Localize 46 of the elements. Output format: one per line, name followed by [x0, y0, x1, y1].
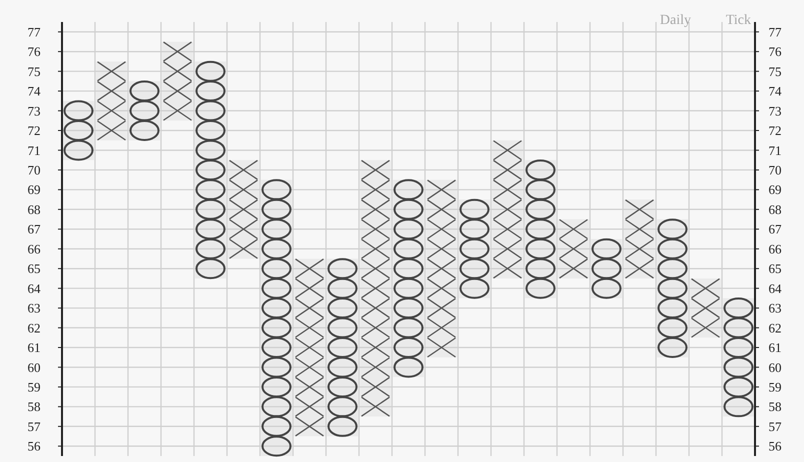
y-tick-label: 57 — [28, 418, 41, 434]
annotation: Daily — [660, 13, 691, 28]
y-tick-label: 58 — [28, 399, 40, 414]
y-tick-label: 73 — [28, 103, 40, 118]
y2-tick-label: 62 — [768, 320, 782, 336]
y2-tick-label: 56 — [768, 438, 782, 454]
y-tick-label: 60 — [28, 360, 40, 375]
y2-tick-label: 73 — [768, 103, 782, 118]
y2-tick-label: 75 — [768, 64, 782, 79]
y-tick-label: 61 — [28, 340, 40, 356]
y-tick-label: 71 — [28, 142, 40, 158]
y2-tick-label: 70 — [768, 162, 782, 178]
y2-tick-label: 71 — [768, 142, 782, 158]
y2-tick-label: 59 — [768, 380, 782, 395]
y-tick-label: 62 — [28, 320, 40, 336]
y2-tick-label: 76 — [768, 44, 782, 60]
y2-tick-label: 69 — [768, 182, 782, 198]
y2-tick-label: 77 — [768, 24, 782, 40]
y-tick-label: 66 — [28, 241, 41, 256]
y-tick-label: 65 — [28, 261, 40, 276]
y2-tick-label: 65 — [768, 261, 782, 276]
y-tick-label: 72 — [28, 123, 40, 138]
y-tick-label: 68 — [28, 202, 40, 217]
y-tick-label: 69 — [28, 182, 40, 198]
y2-tick-label: 67 — [768, 222, 782, 237]
y2-tick-label: 58 — [768, 399, 782, 414]
y2-tick-label: 74 — [768, 84, 782, 99]
y-tick-label: 63 — [28, 300, 40, 316]
y-tick-label: 56 — [28, 438, 41, 454]
y2-tick-label: 72 — [768, 123, 782, 138]
y2-tick-label: 63 — [768, 300, 782, 316]
y2-tick-label: 60 — [768, 360, 782, 375]
y-tick-label: 76 — [28, 44, 41, 60]
y-tick-label: 67 — [28, 222, 41, 237]
y2-tick-label: 68 — [768, 202, 782, 217]
y-tick-label: 64 — [28, 280, 41, 296]
y-tick-label: 75 — [28, 64, 40, 79]
y-tick-label: 77 — [28, 24, 41, 40]
y-tick-label: 70 — [28, 162, 40, 178]
y2-tick-label: 57 — [768, 418, 782, 434]
y-tick-label: 74 — [28, 84, 41, 99]
y2-tick-label: 66 — [768, 241, 782, 256]
y2-tick-label: 61 — [768, 340, 782, 356]
annotation: Tick — [726, 13, 751, 28]
y2-tick-label: 64 — [768, 280, 782, 296]
y-tick-label: 59 — [28, 380, 40, 395]
